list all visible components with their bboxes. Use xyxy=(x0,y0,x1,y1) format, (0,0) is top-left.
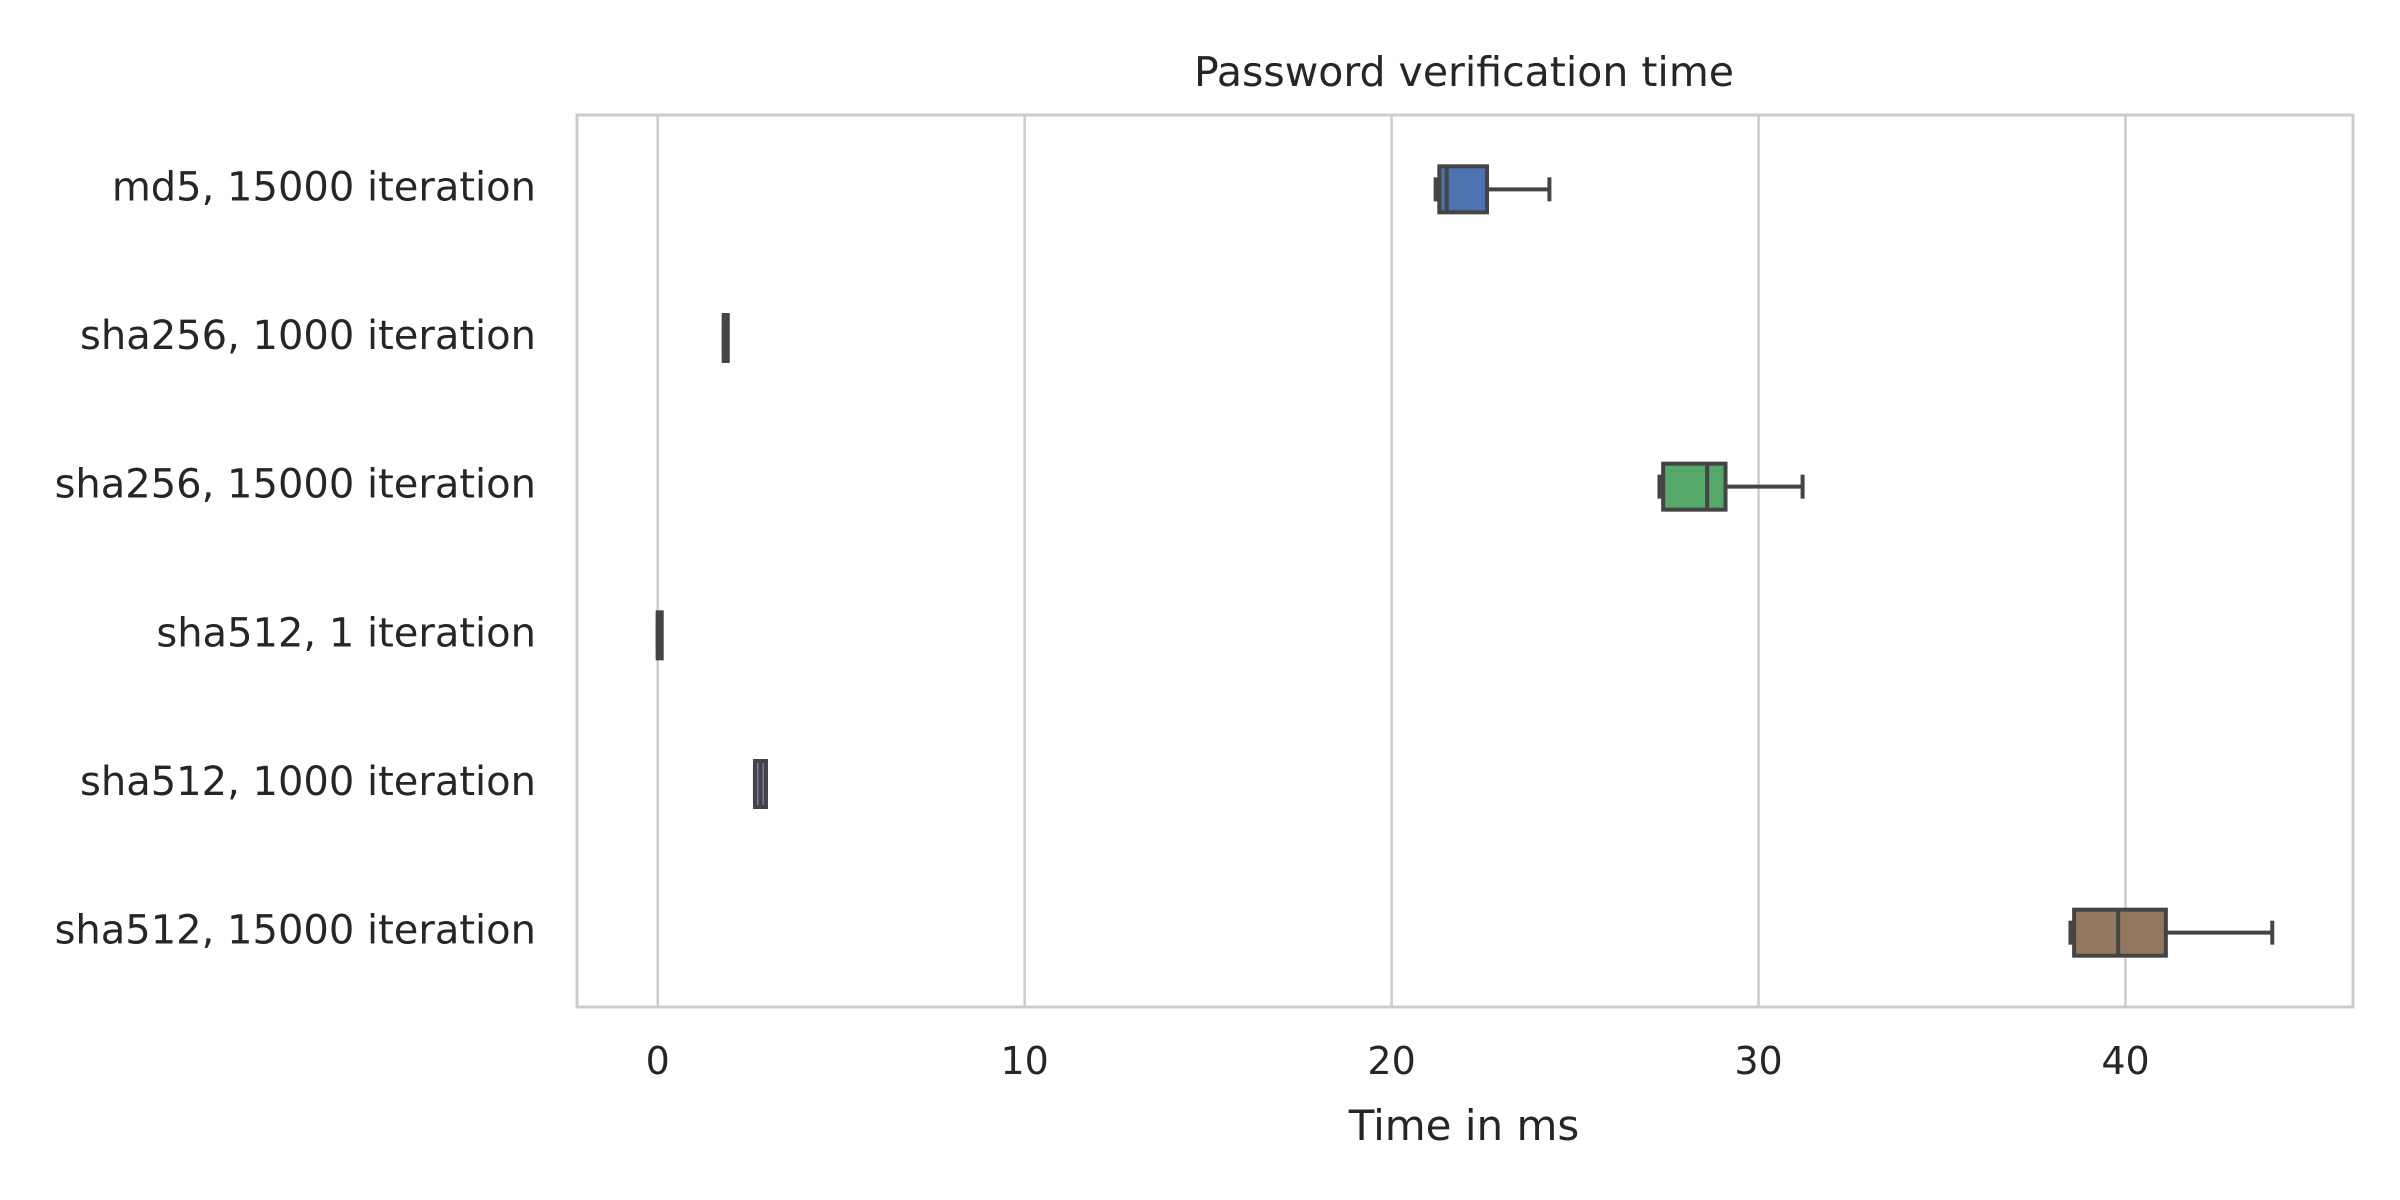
box-group xyxy=(752,759,768,809)
x-tick-label-20: 20 xyxy=(1367,1039,1415,1083)
box-group xyxy=(2068,907,2275,958)
y-category-label: sha512, 15000 iteration xyxy=(55,908,536,954)
y-category-label: sha256, 1000 iteration xyxy=(80,313,536,359)
x-tick-label-30: 30 xyxy=(1734,1039,1782,1083)
y-category-label: sha256, 15000 iteration xyxy=(55,462,536,508)
box-group xyxy=(1433,164,1552,215)
box-group xyxy=(1657,461,1805,512)
x-tick-label-40: 40 xyxy=(2101,1039,2149,1083)
x-tick-label-0: 0 xyxy=(646,1039,670,1083)
chart-title: Password verification time xyxy=(1194,48,1734,96)
x-axis-ticks: 0 10 20 30 40 xyxy=(646,1039,2150,1083)
x-tick-label-10: 10 xyxy=(1000,1039,1048,1083)
y-category-label: sha512, 1 iteration xyxy=(156,610,536,656)
box-series xyxy=(655,164,2275,958)
box-group xyxy=(721,313,730,363)
box-iqr xyxy=(1661,461,1728,512)
box-group xyxy=(655,610,664,661)
y-axis-categories: md5, 15000 iteration sha256, 1000 iterati… xyxy=(55,164,536,953)
grid-lines xyxy=(656,115,2127,1007)
y-category-label: md5, 15000 iteration xyxy=(112,164,536,210)
x-axis-label: Time in ms xyxy=(1348,1101,1580,1150)
y-category-label: sha512, 1000 iteration xyxy=(80,759,536,805)
plot-frame xyxy=(575,113,2355,1009)
